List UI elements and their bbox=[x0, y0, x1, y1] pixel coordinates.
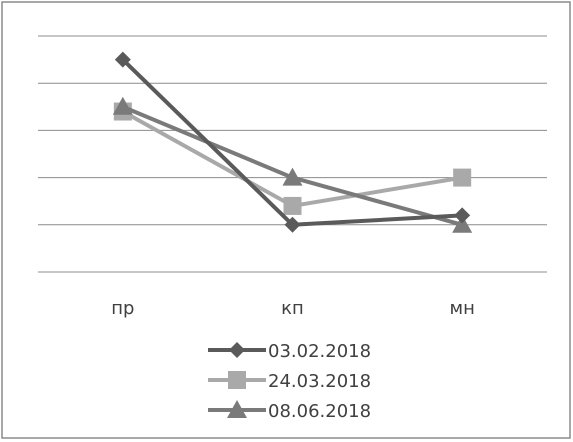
legend-marker bbox=[229, 342, 245, 358]
data-point bbox=[283, 196, 302, 215]
data-point bbox=[282, 167, 303, 186]
legend-label: 08.06.2018 bbox=[268, 401, 371, 422]
x-tick-label: кп bbox=[281, 298, 304, 319]
legend-marker bbox=[228, 371, 246, 389]
legend-label: 24.03.2018 bbox=[268, 371, 371, 392]
data-point bbox=[454, 207, 471, 224]
x-tick-label: пр bbox=[111, 298, 134, 319]
data-point bbox=[114, 51, 131, 68]
legend-item: 24.03.2018 bbox=[208, 371, 371, 392]
legend-label: 03.02.2018 bbox=[268, 341, 371, 362]
legend-item: 03.02.2018 bbox=[208, 341, 371, 362]
x-tick-label: мн bbox=[449, 298, 474, 319]
legend-item: 08.06.2018 bbox=[208, 400, 371, 422]
data-point bbox=[453, 168, 472, 187]
legend-marker bbox=[227, 400, 247, 418]
data-point bbox=[112, 96, 133, 115]
series-diamond bbox=[114, 51, 471, 233]
data-point bbox=[284, 216, 301, 233]
series-square bbox=[113, 102, 472, 215]
x-axis: пр кп мн bbox=[111, 298, 475, 319]
data-point bbox=[452, 214, 473, 233]
legend: 03.02.2018 24.03.2018 08.06.2018 bbox=[208, 341, 371, 422]
series-layer bbox=[112, 51, 473, 233]
series-triangle bbox=[112, 96, 473, 233]
